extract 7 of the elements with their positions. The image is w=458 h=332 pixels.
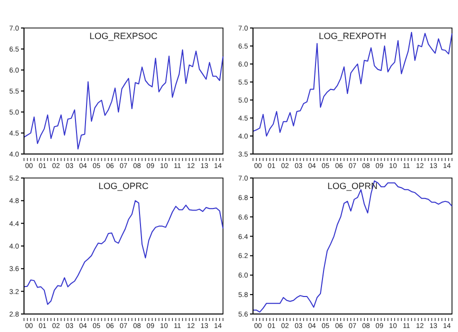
chart-title: LOG_REXPSOC <box>88 31 159 41</box>
chart-title: LOG_OPRC <box>97 181 150 191</box>
line-series <box>24 49 224 150</box>
line-series <box>252 32 452 136</box>
line-series <box>252 180 452 313</box>
line-series <box>24 200 224 305</box>
chart-title: LOG_REXPOTH <box>318 31 388 41</box>
